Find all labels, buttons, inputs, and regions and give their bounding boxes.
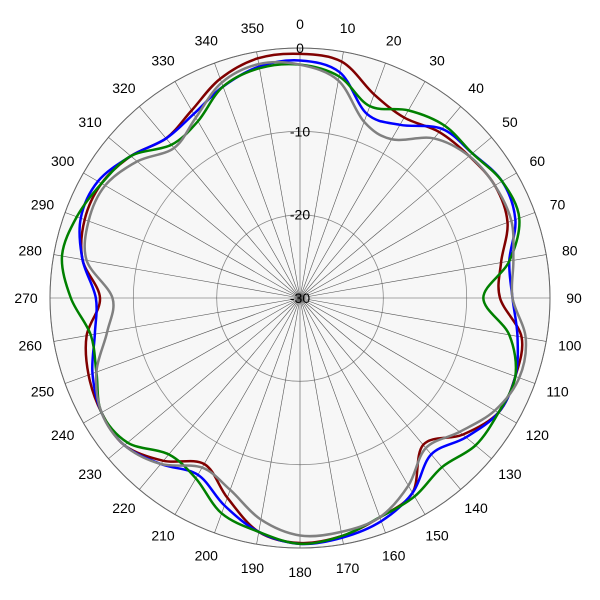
- grid-spoke: [299, 172, 517, 299]
- radial-tick-label: -20: [290, 207, 310, 223]
- grid-spoke: [299, 212, 536, 299]
- grid-spoke: [83, 172, 301, 299]
- angle-tick-label: 200: [195, 548, 219, 564]
- angle-tick-label: 50: [502, 114, 518, 130]
- grid-spoke: [214, 297, 301, 534]
- grid-spoke: [53, 254, 301, 299]
- angle-tick-label: 120: [526, 427, 550, 443]
- angle-tick-label: 10: [340, 20, 356, 36]
- radial-tick-label: -10: [290, 123, 310, 139]
- angle-tick-label: 340: [195, 33, 219, 49]
- grid-spoke: [299, 297, 386, 534]
- angle-tick-label: 270: [14, 290, 38, 306]
- grid-spoke: [214, 62, 301, 299]
- radial-tick-labels: 0 -10 -20 -30: [290, 40, 310, 306]
- chart-grid: [49, 47, 551, 549]
- angle-tick-label: 310: [78, 114, 102, 130]
- grid-spoke: [299, 254, 547, 299]
- angle-tick-label: 80: [562, 242, 578, 258]
- radial-tick-label: -30: [290, 290, 310, 306]
- angle-tick-label: 220: [112, 500, 136, 516]
- angle-tick-label: 300: [51, 153, 75, 169]
- grid-spoke: [299, 297, 461, 490]
- angle-tick-label: 40: [468, 80, 484, 96]
- angle-tick-label: 240: [51, 427, 75, 443]
- angle-tick-label: 180: [288, 564, 312, 580]
- angle-tick-label: 150: [425, 527, 449, 543]
- angle-tick-label: 290: [31, 196, 55, 212]
- series-line-4: [83, 60, 528, 538]
- angle-tick-label: 260: [19, 338, 43, 354]
- grid-spoke: [299, 297, 536, 384]
- grid-spoke: [64, 297, 301, 384]
- angle-tick-label: 170: [336, 560, 360, 576]
- grid-spoke: [139, 297, 301, 490]
- angle-tick-label: 350: [241, 20, 265, 36]
- angle-tick-label: 330: [151, 53, 175, 69]
- grid-spoke: [299, 137, 492, 299]
- angle-tick-label: 90: [566, 290, 582, 306]
- angle-tick-label: 190: [241, 560, 265, 576]
- angle-tick-label: 110: [546, 384, 569, 400]
- grid-spoke: [108, 137, 301, 299]
- grid-spoke: [299, 297, 426, 515]
- series-line-3: [60, 62, 521, 546]
- radial-tick-label: 0: [296, 40, 304, 56]
- grid-spoke: [299, 51, 344, 299]
- angle-tick-label: 140: [464, 500, 488, 516]
- grid-spoke: [299, 62, 386, 299]
- angle-tick-labels: 0 10 20 30 40 50 60 70 80 90 100 110 120 130 140 150 160…: [14, 16, 582, 580]
- angle-tick-label: 0: [296, 16, 304, 32]
- angle-tick-label: 30: [429, 53, 445, 69]
- angle-tick-label: 20: [386, 33, 402, 49]
- angle-tick-label: 70: [550, 196, 566, 212]
- angle-tick-label: 320: [112, 80, 136, 96]
- angle-tick-label: 130: [498, 466, 522, 482]
- angle-tick-label: 60: [530, 153, 546, 169]
- angle-tick-label: 160: [382, 548, 406, 564]
- grid-spoke: [83, 297, 301, 424]
- grid-spoke: [299, 297, 344, 545]
- grid-spoke: [299, 297, 517, 424]
- grid-spoke: [256, 297, 301, 545]
- angle-tick-label: 100: [558, 338, 582, 354]
- grid-spoke: [256, 51, 301, 299]
- series-layer: [60, 52, 528, 546]
- angle-tick-label: 210: [151, 527, 175, 543]
- grid-spoke: [64, 212, 301, 299]
- angle-tick-label: 280: [19, 242, 43, 258]
- angle-tick-label: 230: [78, 466, 102, 482]
- grid-spoke: [108, 297, 301, 459]
- angle-tick-label: 250: [31, 384, 55, 400]
- grid-spoke: [299, 297, 547, 342]
